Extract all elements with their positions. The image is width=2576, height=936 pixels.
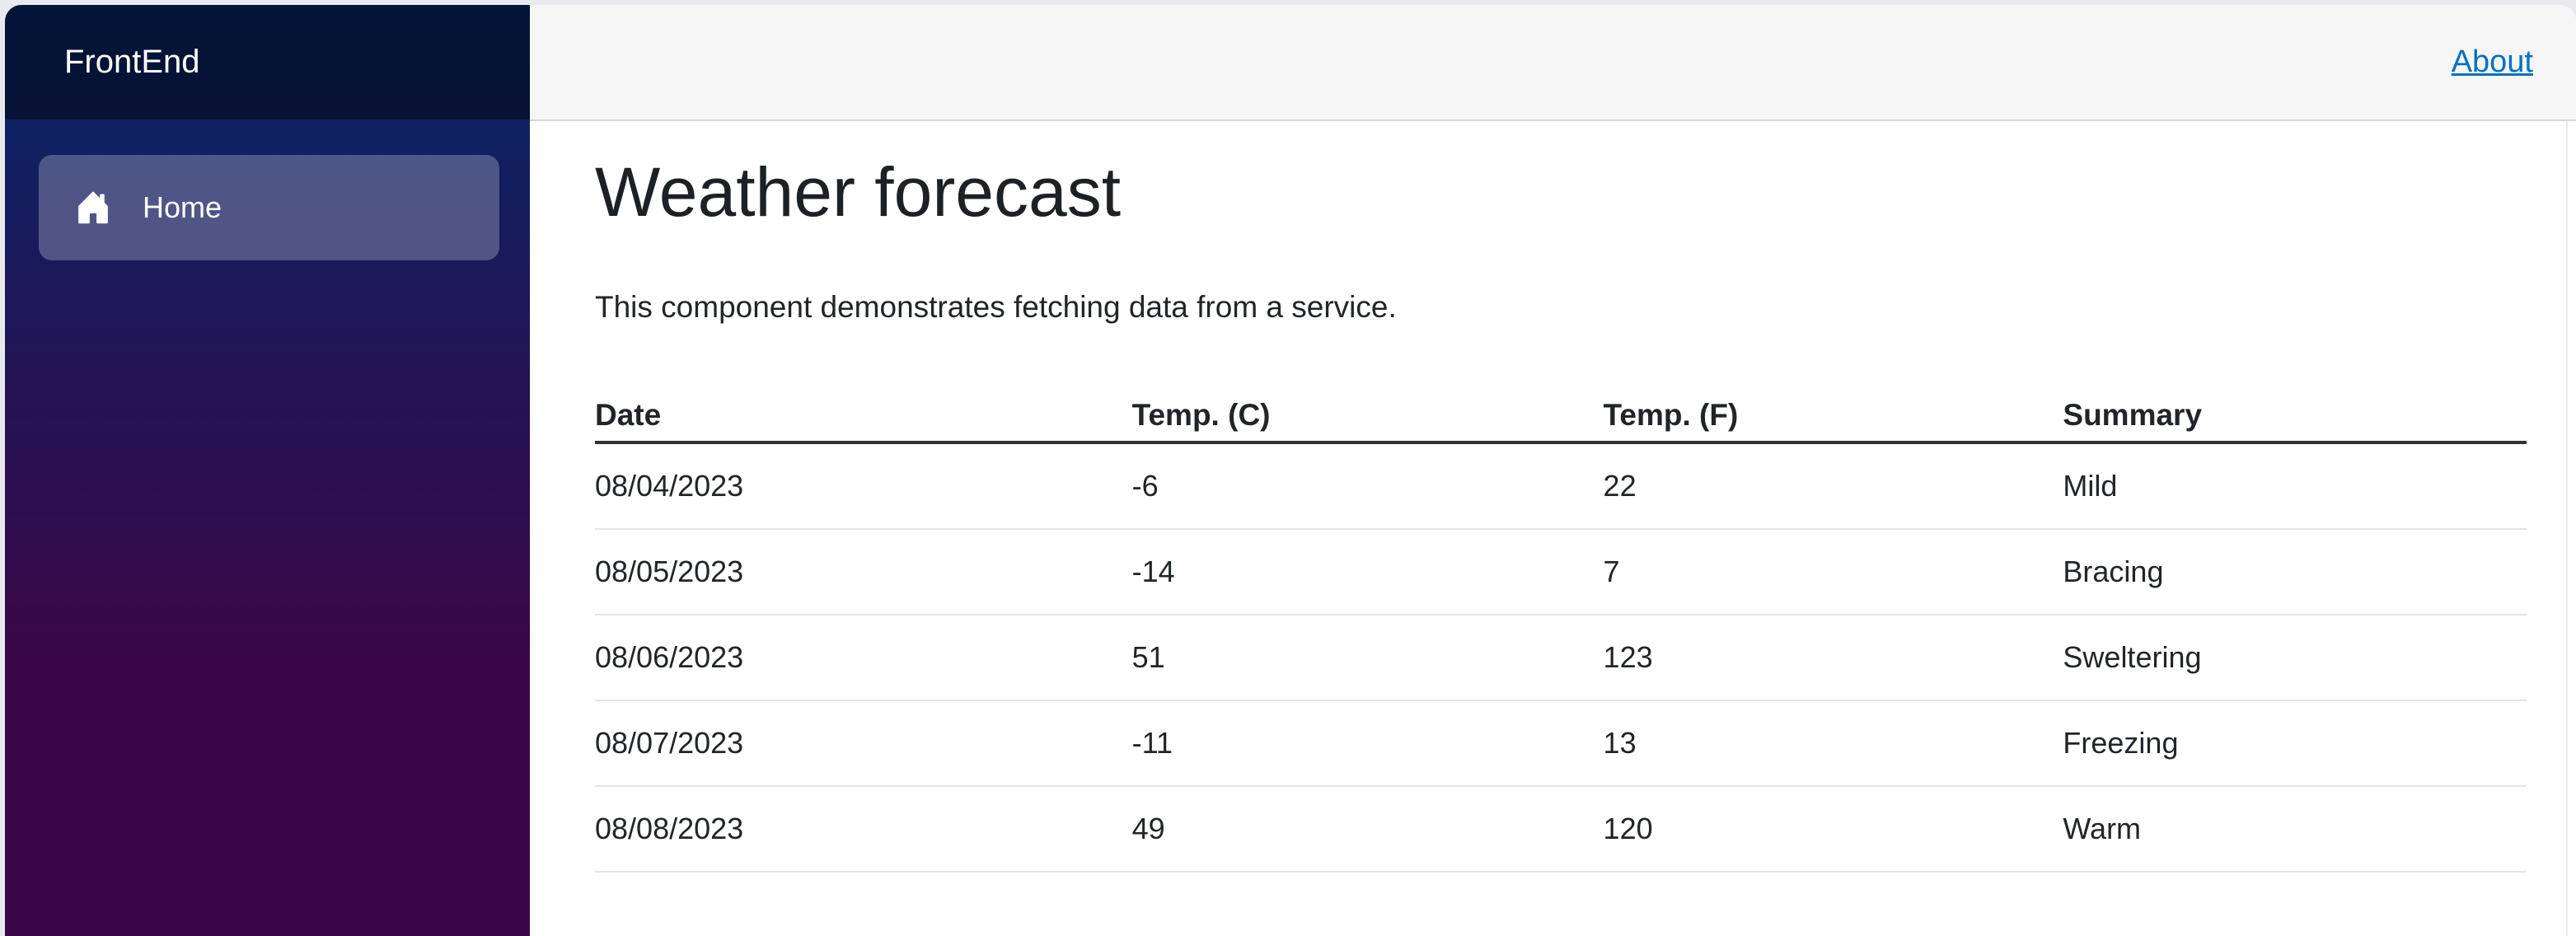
column-header: Date bbox=[595, 370, 1132, 444]
table-cell: 22 bbox=[1603, 442, 2063, 530]
table-cell: -11 bbox=[1131, 700, 1604, 787]
table-cell: Bracing bbox=[2063, 529, 2527, 615]
column-header: Temp. (C) bbox=[1131, 370, 1604, 444]
table-cell: 13 bbox=[1603, 700, 2063, 787]
house-icon bbox=[75, 190, 111, 226]
table-cell: 08/08/2023 bbox=[595, 786, 1132, 873]
top-bar: About bbox=[530, 5, 2576, 121]
page-title: Weather forecast bbox=[595, 153, 1122, 231]
page-description: This component demonstrates fetching dat… bbox=[595, 290, 1397, 324]
table-cell: 08/04/2023 bbox=[595, 442, 1132, 530]
table-cell: -14 bbox=[1131, 529, 1604, 615]
table-cell: Warm bbox=[2063, 786, 2527, 873]
table-cell: -6 bbox=[1131, 442, 1604, 530]
table-row: 08/04/2023 -6 22 Mild bbox=[595, 442, 2527, 530]
column-header: Temp. (F) bbox=[1603, 370, 2063, 444]
table-cell: 123 bbox=[1603, 615, 2063, 701]
table-cell: 08/07/2023 bbox=[595, 700, 1132, 787]
table-row: 08/05/2023 -14 7 Bracing bbox=[595, 529, 2527, 615]
table-cell: Freezing bbox=[2063, 700, 2527, 787]
table-cell: Mild bbox=[2063, 442, 2527, 530]
table-cell: Sweltering bbox=[2063, 615, 2527, 701]
weather-table: Date Temp. (C) Temp. (F) Summary 08/04/2023… bbox=[595, 370, 2527, 873]
content: Weather forecast This component demonstr… bbox=[530, 121, 2576, 873]
app-window: FrontEnd Home About Weather forecast Thi… bbox=[5, 5, 2576, 936]
sidebar-item-label: Home bbox=[143, 190, 222, 224]
table-cell: 51 bbox=[1131, 615, 1604, 701]
table-row: 08/07/2023 -11 13 Freezing bbox=[595, 700, 2527, 787]
sidebar: FrontEnd Home bbox=[5, 5, 530, 936]
table-cell: 08/06/2023 bbox=[595, 615, 1132, 701]
table-cell: 08/05/2023 bbox=[595, 529, 1132, 615]
table-cell: 49 bbox=[1131, 786, 1604, 873]
table-cell: 7 bbox=[1603, 529, 2063, 615]
table-cell: 120 bbox=[1603, 786, 2063, 873]
table-row: 08/08/2023 49 120 Warm bbox=[595, 786, 2527, 873]
scrollbar-track[interactable] bbox=[2566, 121, 2568, 936]
brand-bar: FrontEnd bbox=[5, 5, 530, 119]
sidebar-nav: Home bbox=[5, 119, 530, 260]
about-link[interactable]: About bbox=[2451, 44, 2533, 79]
main-area: About Weather forecast This component de… bbox=[530, 5, 2576, 936]
table-row: 08/06/2023 51 123 Sweltering bbox=[595, 615, 2527, 701]
app-brand-link[interactable]: FrontEnd bbox=[64, 44, 200, 80]
sidebar-item-home[interactable]: Home bbox=[39, 155, 499, 260]
column-header: Summary bbox=[2063, 370, 2527, 444]
table-header-row: Date Temp. (C) Temp. (F) Summary bbox=[595, 370, 2527, 444]
